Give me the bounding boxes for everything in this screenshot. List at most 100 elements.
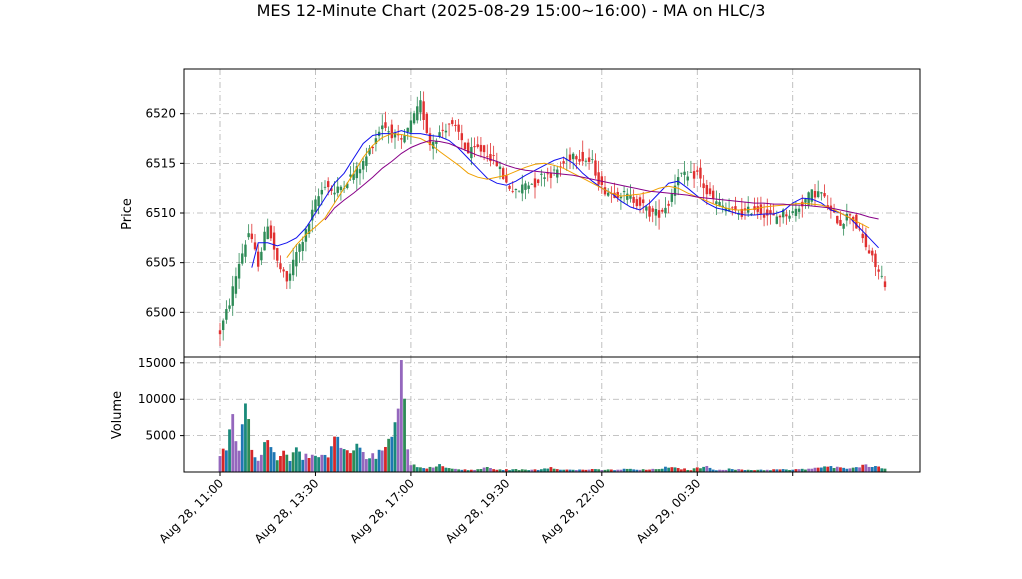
volume-bar: [644, 469, 648, 472]
price-axis-label: Price: [120, 198, 135, 230]
volume-bar: [320, 454, 324, 472]
volume-bar: [695, 467, 699, 472]
volume-bar: [371, 453, 375, 472]
volume-bar: [673, 467, 677, 472]
volume-bar: [536, 469, 540, 472]
volume-bar: [784, 469, 788, 472]
volume-bar: [352, 450, 356, 472]
volume-bar: [769, 470, 772, 472]
moving-averages: [251, 130, 879, 268]
volume-bar: [498, 469, 502, 472]
candle-body: [288, 273, 292, 281]
candle-body: [552, 169, 556, 171]
volume-bar: [377, 449, 381, 472]
volume-bar: [648, 469, 651, 472]
volume-bar: [508, 470, 511, 472]
volume-y-tick-label: 15000: [138, 356, 176, 370]
volume-bar: [870, 467, 874, 472]
volume-bar: [845, 468, 849, 472]
candle-body: [702, 183, 705, 189]
volume-bar: [810, 468, 814, 472]
candle-body: [734, 206, 737, 211]
volume-bar: [800, 468, 804, 472]
volume-bar: [294, 447, 298, 472]
volume-panel: 5000 10000 15000 Volume: [110, 356, 921, 473]
volume-bar: [428, 466, 432, 472]
candle-body: [645, 206, 648, 211]
candle-body: [871, 250, 874, 256]
candle-body: [460, 133, 464, 141]
candle-body: [762, 214, 766, 218]
volume-bar: [399, 360, 403, 472]
volume-bar: [683, 468, 686, 472]
candle-body: [756, 206, 759, 212]
candle-body: [731, 207, 734, 209]
volume-bar: [454, 468, 457, 472]
volume-bar: [727, 468, 731, 472]
volume-bar: [746, 469, 750, 472]
volume-bar: [877, 466, 881, 472]
volume-bar: [609, 469, 613, 472]
volume-y-tick-label: 5000: [145, 429, 176, 443]
candle-body: [250, 233, 254, 240]
x-tick-label: Aug 28, 22:00: [538, 476, 608, 546]
candle-body: [231, 286, 234, 306]
candle-body: [431, 141, 435, 149]
candle-body: [785, 214, 788, 217]
candle-body: [365, 156, 368, 166]
volume-y-ticks: 5000 10000 15000: [138, 356, 184, 443]
candle-body: [244, 244, 247, 257]
volume-bar: [450, 468, 454, 472]
volume-bar: [807, 468, 811, 472]
candle-body: [581, 151, 584, 162]
volume-bar: [237, 450, 241, 472]
candle-body: [715, 201, 718, 205]
candle-body: [766, 209, 769, 216]
volume-bar: [368, 458, 371, 472]
volume-bar: [568, 469, 572, 472]
volume-bar: [415, 467, 419, 472]
candle-body: [524, 183, 527, 190]
candle-body: [256, 251, 260, 267]
volume-bar: [323, 454, 327, 472]
volume-bar: [702, 466, 706, 472]
volume-bar: [282, 450, 286, 472]
candle-body: [416, 106, 419, 121]
candle-body: [571, 153, 575, 160]
volume-bar: [775, 469, 779, 472]
candle-body: [654, 208, 658, 216]
candle-body: [498, 166, 502, 169]
volume-bar: [291, 452, 295, 472]
candle-body: [651, 208, 654, 212]
volume-bar: [530, 469, 534, 472]
price-panel: 6500 6505 6510 6515 6520 Price: [120, 68, 921, 358]
candle-body: [260, 251, 263, 261]
volume-bar: [444, 467, 448, 472]
candle-body: [444, 130, 448, 133]
volume-bar: [590, 469, 594, 472]
volume-bar: [823, 466, 826, 472]
candle-body: [836, 215, 839, 224]
candle-body: [680, 172, 683, 174]
volume-bar: [361, 452, 365, 472]
volume-bar: [705, 465, 709, 472]
candle-body: [540, 173, 543, 175]
volume-bar: [485, 467, 489, 472]
candle-body: [883, 281, 887, 288]
candle-body: [393, 132, 397, 138]
candle-body: [285, 271, 289, 282]
volume-bar: [412, 464, 416, 472]
volume-bar: [298, 451, 301, 472]
volume-bar: [393, 422, 397, 472]
volume-bar: [740, 469, 744, 472]
candle-body: [247, 233, 250, 238]
price-y-ticks: 6500 6505 6510 6515 6520: [145, 107, 184, 319]
candle-body: [638, 197, 642, 206]
candle-body: [317, 196, 320, 206]
volume-bar: [613, 470, 616, 472]
candle-body: [323, 186, 327, 188]
candle-body: [253, 242, 257, 250]
volume-bar: [314, 455, 317, 472]
candle-body: [543, 177, 546, 179]
